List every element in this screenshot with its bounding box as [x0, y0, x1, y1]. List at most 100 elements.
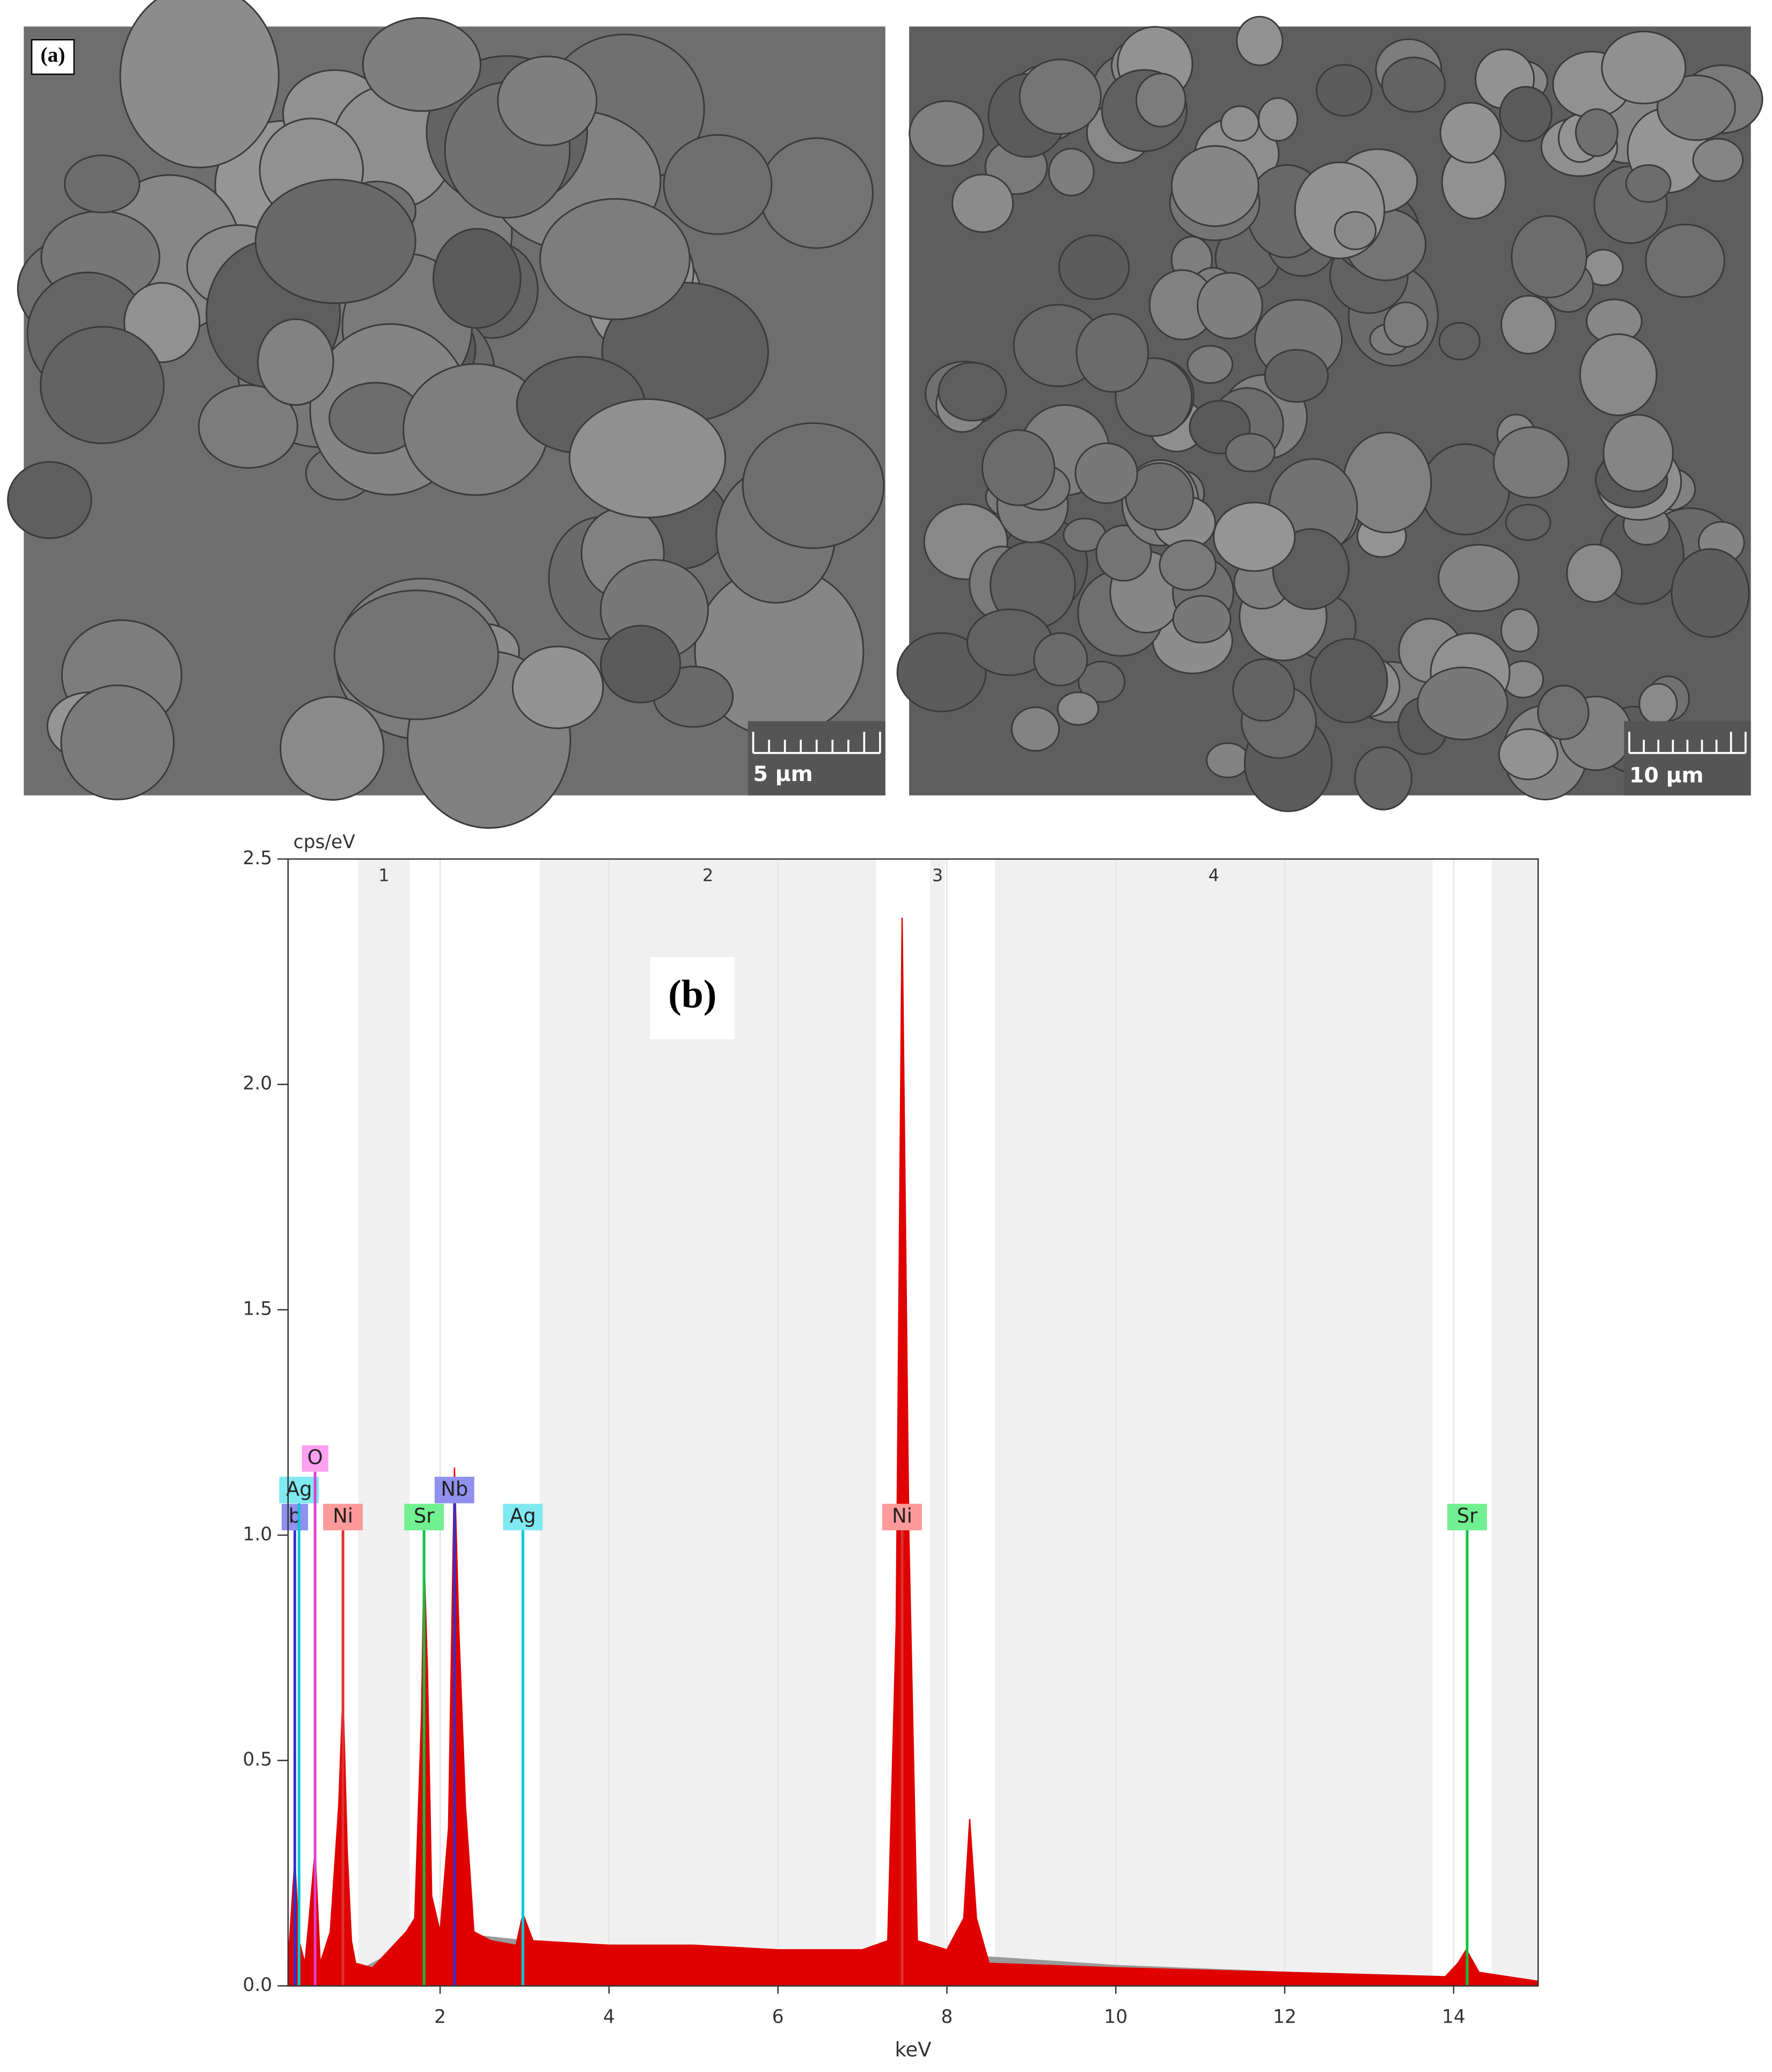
grain	[759, 137, 874, 249]
region-label: 3	[932, 865, 943, 885]
peak-label-box	[279, 1477, 319, 1504]
scale-bar-label: 10 µm	[1629, 763, 1704, 788]
region-label: 4	[1209, 865, 1219, 885]
grain	[539, 198, 691, 320]
grain	[1058, 234, 1130, 300]
grain	[1078, 660, 1126, 703]
y-tick-label: 0.5	[243, 1749, 272, 1770]
spectrum-area	[287, 917, 1539, 1987]
region	[1491, 859, 1539, 1986]
grain	[1264, 349, 1329, 403]
grain	[1294, 161, 1386, 259]
grain	[1354, 746, 1412, 811]
grain	[1537, 684, 1590, 740]
grain	[64, 154, 141, 214]
grain	[951, 173, 1014, 233]
grain	[1499, 86, 1553, 142]
grain	[896, 632, 987, 712]
grain	[938, 362, 1007, 422]
scale-bar	[752, 732, 881, 754]
grain	[599, 624, 682, 704]
x-axis-label: keV	[895, 2038, 931, 2061]
grain	[511, 645, 604, 729]
y-axis-label: cps/eV	[294, 831, 356, 853]
region	[995, 859, 1433, 1986]
peak-label-box	[302, 1445, 328, 1472]
x-tick-label: 8	[941, 2006, 953, 2027]
grain	[257, 318, 334, 406]
grain	[1048, 148, 1095, 196]
grain	[1492, 426, 1570, 499]
grain	[1500, 295, 1557, 355]
grain	[568, 398, 726, 519]
annotation: (b)	[668, 973, 716, 1017]
grain	[663, 134, 773, 235]
grain	[433, 228, 522, 329]
peak-label-box	[281, 1504, 309, 1530]
grain	[1566, 543, 1623, 603]
region	[929, 859, 946, 1986]
region	[358, 859, 410, 1986]
grain	[1505, 504, 1551, 541]
axis-frame	[287, 858, 1539, 1987]
grain	[1095, 524, 1152, 582]
grain	[1575, 108, 1619, 157]
grain	[1187, 345, 1234, 384]
label-box	[31, 39, 75, 75]
grain	[1206, 742, 1250, 778]
grain	[981, 429, 1056, 506]
grain	[497, 55, 598, 147]
grain	[1381, 56, 1446, 113]
peak-label-box	[434, 1477, 474, 1504]
grain	[1656, 74, 1736, 141]
grain	[1601, 31, 1687, 105]
region	[539, 859, 876, 1986]
scale-bar-box	[748, 721, 885, 796]
grain	[1213, 501, 1296, 572]
grain	[1225, 433, 1276, 472]
grains-b	[896, 16, 1763, 812]
grain	[1498, 728, 1558, 780]
grain	[1170, 145, 1260, 227]
grain	[119, 0, 280, 169]
grain	[1692, 138, 1744, 182]
grain	[1033, 632, 1088, 687]
y-tick-label: 2.0	[243, 1073, 272, 1095]
grain	[60, 684, 175, 800]
grain	[1019, 59, 1102, 135]
grain	[1511, 215, 1587, 298]
grain	[1625, 164, 1672, 203]
x-tick-label: 2	[434, 2006, 446, 2027]
grain	[1602, 414, 1674, 492]
peak-label: Sr	[414, 1505, 435, 1528]
grain	[909, 100, 985, 167]
peak-label: O	[307, 1446, 323, 1469]
peak-label-box	[882, 1504, 922, 1530]
panel-label: (a)	[41, 43, 65, 67]
x-tick-label: 12	[1273, 2006, 1297, 2027]
grain	[280, 696, 385, 801]
scale-bar	[1628, 732, 1747, 754]
grain	[7, 461, 92, 539]
grain	[742, 422, 885, 549]
grain	[1074, 442, 1138, 504]
grain	[1172, 595, 1232, 644]
grain	[1135, 72, 1187, 128]
grain	[1383, 301, 1429, 348]
x-tick-label: 6	[772, 2006, 784, 2027]
grain	[1438, 322, 1481, 361]
grain	[1159, 539, 1217, 591]
scale-bar-box	[1624, 721, 1751, 796]
grain	[1438, 544, 1520, 612]
peak-label: Ag	[510, 1505, 536, 1528]
grain	[1439, 101, 1502, 164]
y-tick-label: 2.5	[243, 848, 272, 869]
grain	[1075, 313, 1149, 393]
grain	[1671, 548, 1750, 638]
grain	[1232, 658, 1295, 722]
grain	[1638, 683, 1678, 725]
peak-label: Sr	[1457, 1505, 1478, 1528]
